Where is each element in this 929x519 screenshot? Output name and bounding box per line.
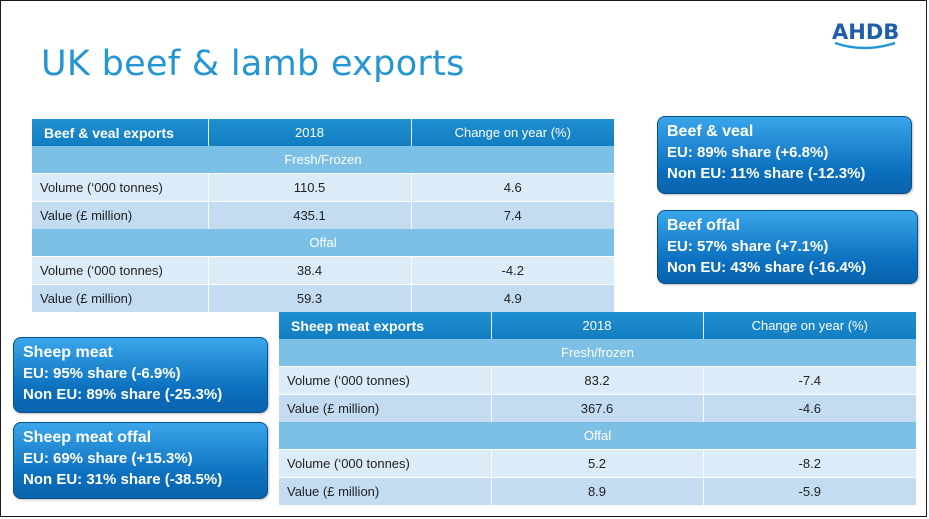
table-row: Value (£ million) 435.1 7.4	[32, 201, 614, 229]
section-label: Fresh/Frozen	[32, 146, 614, 174]
table-row: Value (£ million) 8.9 -5.9	[279, 477, 916, 505]
row-label: Volume (‘000 tonnes)	[279, 366, 492, 395]
table-row: Volume (‘000 tonnes) 38.4 -4.2	[32, 256, 614, 285]
callout-beef-offal: Beef offal EU: 57% share (+7.1%) Non EU:…	[657, 210, 918, 284]
row-value: 5.2	[491, 449, 704, 478]
callout-eu-share: EU: 69% share (+15.3%)	[23, 450, 193, 467]
row-value: 83.2	[491, 366, 704, 395]
row-change: -4.6	[703, 394, 916, 422]
table-header-cell: Change on year (%)	[703, 312, 916, 339]
beef-veal-exports-table: Beef & veal exports 2018 Change on year …	[32, 119, 614, 312]
callout-title: Beef & veal	[667, 123, 754, 140]
callout-beef-veal: Beef & veal EU: 89% share (+6.8%) Non EU…	[657, 116, 912, 194]
table-section-row: Fresh/Frozen	[32, 146, 614, 174]
table-section-row: Offal	[32, 229, 614, 257]
section-label: Offal	[32, 229, 614, 257]
table-header-row: Sheep meat exports 2018 Change on year (…	[279, 312, 916, 339]
table-row: Value (£ million) 367.6 -4.6	[279, 394, 916, 422]
callout-eu-share: EU: 89% share (+6.8%)	[667, 144, 829, 161]
callout-non-eu-share: Non EU: 43% share (-16.4%)	[667, 259, 867, 276]
sheep-meat-exports-table: Sheep meat exports 2018 Change on year (…	[279, 312, 916, 505]
table-row: Volume (‘000 tonnes) 110.5 4.6	[32, 173, 614, 202]
table-row: Volume (‘000 tonnes) 5.2 -8.2	[279, 449, 916, 478]
callout-non-eu-share: Non EU: 11% share (-12.3%)	[667, 165, 866, 182]
callout-title: Beef offal	[667, 217, 740, 234]
table-header-cell: Change on year (%)	[411, 119, 614, 146]
row-label: Value (£ million)	[32, 201, 209, 229]
table-row: Value (£ million) 59.3 4.9	[32, 284, 614, 312]
row-label: Value (£ million)	[279, 477, 492, 505]
table-header-cell: 2018	[208, 119, 412, 146]
callout-non-eu-share: Non EU: 89% share (-25.3%)	[23, 386, 223, 403]
table-section-row: Offal	[279, 422, 916, 450]
row-label: Volume (‘000 tonnes)	[279, 449, 492, 478]
section-label: Offal	[279, 422, 916, 450]
table-header-row: Beef & veal exports 2018 Change on year …	[32, 119, 614, 146]
logo-swoosh-icon	[834, 41, 896, 50]
row-value: 59.3	[208, 284, 412, 312]
section-label: Fresh/frozen	[279, 339, 916, 367]
table-header-cell: Beef & veal exports	[32, 119, 209, 146]
table-header-cell: 2018	[491, 312, 704, 339]
row-value: 8.9	[491, 477, 704, 505]
callout-title: Sheep meat	[23, 344, 113, 361]
row-value: 38.4	[208, 256, 412, 285]
row-value: 435.1	[208, 201, 412, 229]
ahdb-logo: AHDB	[832, 20, 900, 44]
table-header-cell: Sheep meat exports	[279, 312, 492, 339]
callout-eu-share: EU: 95% share (-6.9%)	[23, 365, 181, 382]
row-value: 110.5	[208, 173, 412, 202]
row-label: Value (£ million)	[279, 394, 492, 422]
callout-eu-share: EU: 57% share (+7.1%)	[667, 238, 829, 255]
table-section-row: Fresh/frozen	[279, 339, 916, 367]
row-change: 7.4	[411, 201, 614, 229]
callout-sheep-meat: Sheep meat EU: 95% share (-6.9%) Non EU:…	[13, 337, 268, 413]
callout-non-eu-share: Non EU: 31% share (-38.5%)	[23, 471, 223, 488]
table-row: Volume (‘000 tonnes) 83.2 -7.4	[279, 366, 916, 395]
row-change: -5.9	[703, 477, 916, 505]
callout-title: Sheep meat offal	[23, 429, 152, 446]
row-label: Volume (‘000 tonnes)	[32, 256, 209, 285]
page-title: UK beef & lamb exports	[41, 44, 465, 84]
row-change: -8.2	[703, 449, 916, 478]
row-change: 4.6	[411, 173, 614, 202]
callout-sheep-meat-offal: Sheep meat offal EU: 69% share (+15.3%) …	[13, 422, 268, 499]
row-change: -7.4	[703, 366, 916, 395]
row-label: Value (£ million)	[32, 284, 209, 312]
row-value: 367.6	[491, 394, 704, 422]
row-change: -4.2	[411, 256, 614, 285]
row-change: 4.9	[411, 284, 614, 312]
row-label: Volume (‘000 tonnes)	[32, 173, 209, 202]
